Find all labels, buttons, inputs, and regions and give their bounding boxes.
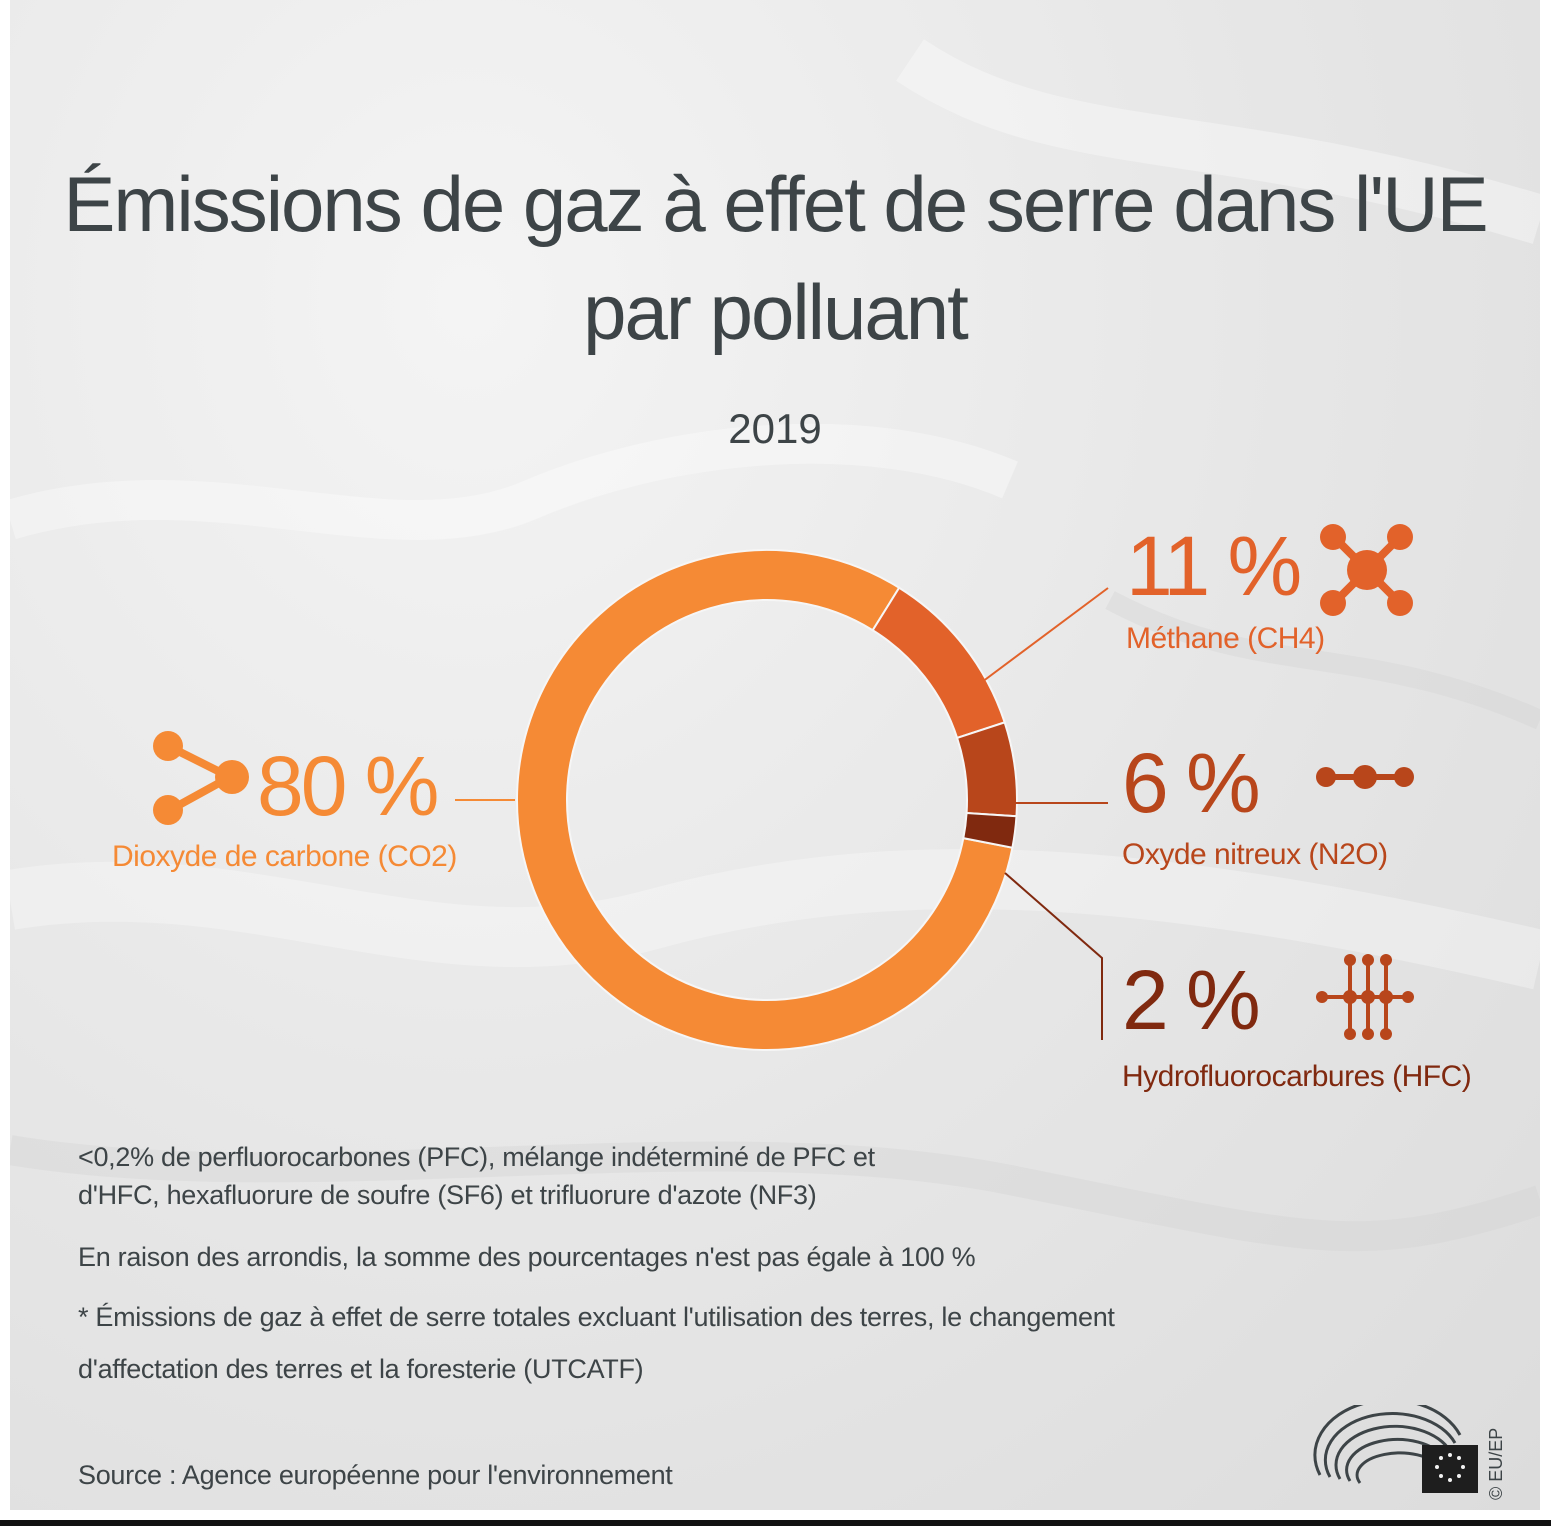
- category-label-ch4: Méthane (CH4): [1126, 622, 1325, 655]
- note-pfc-line1: <0,2% de perfluorocarbones (PFC), mélang…: [78, 1142, 875, 1172]
- copyright-text: © EU/EP: [1486, 1428, 1506, 1500]
- footnote-line2: d'affectation des terres et la foresteri…: [78, 1354, 644, 1384]
- category-label-co2: Dioxyde de carbone (CO2): [112, 840, 457, 873]
- leader-line-hfc: [1004, 872, 1103, 1040]
- footnote-line1: * Émissions de gaz à effet de serre tota…: [78, 1302, 1115, 1332]
- data-label-ch4: 11 %: [1126, 519, 1302, 613]
- category-label-hfc: Hydrofluorocarbures (HFC): [1122, 1060, 1472, 1093]
- data-label-hfc: 2 %: [1122, 953, 1261, 1047]
- copyright-mark: © EU/EP: [1486, 1428, 1506, 1500]
- infographic: Émissions de gaz à effet de serre dans l…: [10, 0, 1540, 1510]
- bottom-rule: [0, 1520, 1551, 1526]
- note-pfc-line2: d'HFC, hexafluorure de soufre (SF6) et t…: [78, 1180, 817, 1210]
- slice-co2: [516, 549, 1014, 1051]
- n2o-molecule-icon: [1316, 765, 1414, 789]
- note-rounding: En raison des arrondis, la somme des pou…: [78, 1242, 976, 1272]
- donut-slices: [516, 549, 1018, 1051]
- marble-background: [10, 39, 1540, 1252]
- category-label-n2o: Oxyde nitreux (N2O): [1122, 838, 1388, 871]
- chart-title: Émissions de gaz à effet de serre dans l…: [63, 160, 1488, 356]
- slice-hfc: [962, 811, 1018, 849]
- co2-molecule-icon: [153, 731, 249, 825]
- methane-molecule-icon: [1320, 524, 1413, 616]
- chart-subtitle: 2019: [728, 405, 822, 452]
- data-label-n2o: 6 %: [1122, 736, 1261, 830]
- donut-chart: [153, 524, 1414, 1051]
- hfc-molecule-icon: [1316, 954, 1414, 1040]
- slice-n2o: [955, 721, 1018, 818]
- source-note: Source : Agence européenne pour l'enviro…: [78, 1460, 673, 1490]
- european-parliament-logo: [1313, 1405, 1478, 1493]
- leader-line-ch4: [981, 587, 1109, 683]
- data-label-co2: 80 %: [257, 739, 439, 833]
- slice-ch4: [871, 586, 1006, 740]
